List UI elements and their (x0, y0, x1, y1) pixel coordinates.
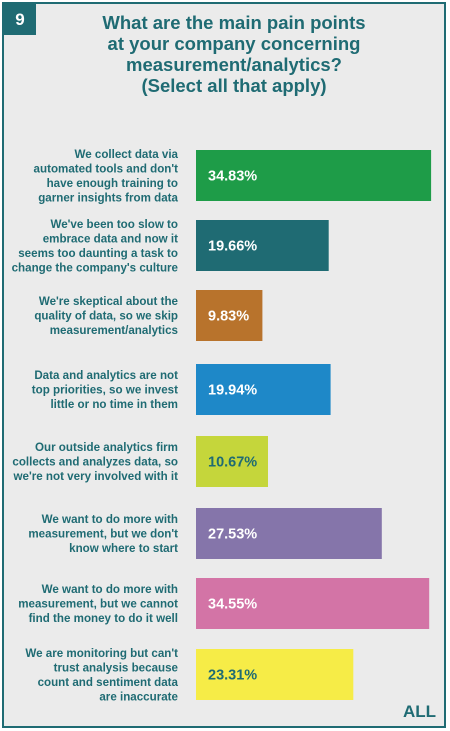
category-label-line: Our outside analytics firm (35, 441, 178, 454)
category-label-line: we're not very involved with it (13, 470, 179, 483)
bar (196, 508, 382, 559)
data-label: 19.66% (208, 239, 257, 255)
bar (196, 220, 329, 271)
category-label-line: Data and analytics are not (34, 369, 178, 382)
category-label-line: change the company's culture (12, 261, 179, 274)
category-label: Our outside analytics firm collects and a… (12, 441, 178, 483)
category-label: We're skeptical about the quality of data… (34, 295, 178, 337)
data-label: 34.83% (208, 169, 257, 185)
category-label: We are monitoring but can't trust analysi… (25, 647, 178, 704)
data-label: 10.67% (208, 455, 257, 471)
category-label-line: are inaccurate (99, 690, 178, 703)
category-label-line: seems too daunting a task to (18, 247, 178, 260)
category-label-line: garner insights from data (38, 191, 178, 204)
question-number-badge: 9 (4, 4, 36, 35)
category-label-line: We collect data via (74, 148, 178, 161)
title-line: at your company concerning (107, 33, 361, 54)
category-label-line: measurement/analytics (50, 324, 178, 337)
bar (196, 578, 430, 629)
category-label-line: measurement, but we cannot (18, 598, 178, 611)
data-label: 27.53% (208, 527, 257, 543)
data-label: 19.94% (208, 383, 257, 399)
category-label-line: count and sentiment data (38, 676, 179, 689)
bar (196, 290, 263, 341)
category-label-line: have enough training to (47, 177, 178, 190)
data-label: 34.55% (208, 597, 257, 613)
title-line: measurement/analytics? (126, 54, 342, 75)
category-label-line: We are monitoring but can't (25, 647, 178, 660)
title-line: What are the main pain points (102, 12, 366, 33)
segment-label: ALL (402, 702, 436, 721)
category-label-line: We want to do more with (42, 583, 178, 596)
bar (196, 649, 354, 700)
bar (196, 150, 432, 201)
category-label-line: We want to do more with (42, 513, 178, 526)
category-label-line: find the money to do it well (29, 612, 178, 625)
chart-title: What are the main pain points at your co… (64, 12, 404, 96)
data-label: 23.31% (208, 668, 257, 684)
category-label-line: trust analysis because (54, 661, 179, 674)
category-label-line: We're skeptical about the (39, 295, 179, 308)
chart-panel: 9 What are the main pain points at your … (2, 2, 446, 728)
category-label: We collect data via automated tools and d… (34, 148, 179, 205)
bar (196, 436, 268, 487)
category-label-line: little or no time in them (50, 398, 178, 411)
category-label-line: quality of data, so we skip (34, 310, 178, 323)
category-label-line: automated tools and don't (34, 162, 179, 175)
category-label-line: collects and analyzes data, so (12, 456, 178, 469)
category-label-line: We've been too slow to (50, 218, 178, 231)
category-label-line: measurement, but we don't (28, 528, 178, 541)
category-label: We want to do more with measurement, but … (18, 583, 178, 625)
data-label: 9.83% (208, 309, 249, 325)
category-label: We've been too slow to embrace data and n… (12, 218, 179, 274)
category-label: We want to do more with measurement, but … (28, 513, 178, 555)
category-label: Data and analytics are not top priorities… (32, 369, 178, 411)
bar (196, 364, 331, 415)
category-label-line: embrace data and now it (43, 232, 178, 245)
title-line: (Select all that apply) (141, 75, 327, 96)
category-label-line: know where to start (69, 542, 178, 555)
category-label-line: top priorities, so we invest (32, 384, 178, 397)
bar-chart: 34.83% We collect data via automated tools… (12, 148, 432, 704)
